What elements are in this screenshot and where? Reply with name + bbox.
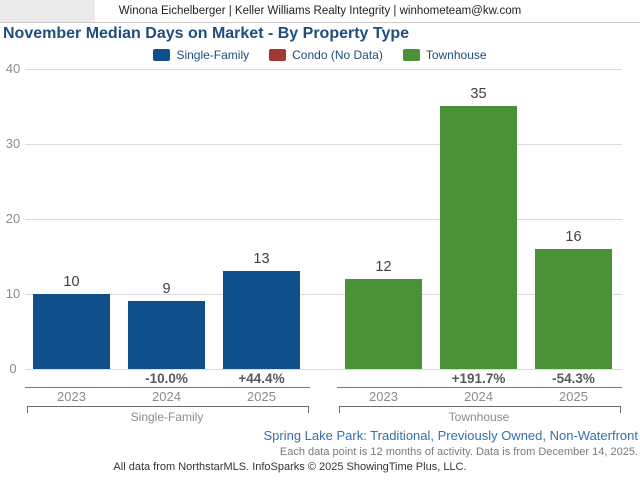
legend-swatch-icon <box>269 48 287 61</box>
x-axis-year-label: 2023 <box>57 389 86 404</box>
bar-value-label: 16 <box>565 228 582 245</box>
gridline-20 <box>25 218 622 220</box>
bar-value-label: 10 <box>63 273 80 290</box>
group-bracket-single-family <box>27 406 309 413</box>
bar-value-label: 12 <box>375 258 392 275</box>
group-label-townhouse: Townhouse <box>448 410 510 424</box>
bar-value-label: 13 <box>253 251 270 267</box>
legend-item: Condo (No Data) <box>269 48 383 62</box>
pct-change-label: +191.7% <box>451 371 506 386</box>
x-axis-year-label: 2025 <box>247 389 276 404</box>
chart-title: November Median Days on Market - By Prop… <box>3 25 410 42</box>
filter-description: Spring Lake Park: Traditional, Previousl… <box>263 428 638 443</box>
logo-placeholder <box>0 0 95 22</box>
bar-value-label: 9 <box>162 281 171 297</box>
bar-townhouse-2024 <box>440 106 517 369</box>
x-axis-year-label: 2024 <box>152 389 181 404</box>
legend-item: Single-Family <box>153 48 249 62</box>
header-bar: Winona Eichelberger | Keller Williams Re… <box>0 0 640 23</box>
y-axis-tick-label: 40 <box>5 60 21 76</box>
bar-single-family-2023 <box>33 293 110 369</box>
bar-single-family-2025 <box>223 271 300 369</box>
group-bracket-townhouse <box>339 406 621 413</box>
bar-townhouse-2023 <box>345 278 422 369</box>
gridline-30 <box>25 143 622 145</box>
attribution-line: All data from NorthstarMLS. InfoSparks ©… <box>113 461 467 473</box>
legend-item: Townhouse <box>402 47 487 62</box>
pct-change-label: -10.0% <box>145 371 188 386</box>
legend-label: Single-Family <box>176 47 250 62</box>
pct-change-label: -54.3% <box>552 371 595 386</box>
group-label-single-family: Single-Family <box>130 410 204 424</box>
gridline-0 <box>25 368 622 370</box>
gridline-40 <box>25 68 622 70</box>
x-axis-year-label: 2025 <box>559 389 588 404</box>
x-axis-line-townhouse <box>337 386 622 388</box>
y-axis-tick-label: 10 <box>5 285 21 301</box>
x-axis-year-label: 2024 <box>464 389 493 404</box>
legend-swatch-icon <box>153 48 171 61</box>
header-contact-line: Winona Eichelberger | Keller Williams Re… <box>118 5 522 17</box>
bar-value-label: 35 <box>470 86 487 102</box>
legend-label: Townhouse <box>425 47 487 62</box>
legend-swatch-icon <box>402 48 420 61</box>
x-axis-line-single-family <box>25 386 310 388</box>
bar-townhouse-2025 <box>535 248 612 369</box>
bar-single-family-2024 <box>128 301 205 369</box>
legend-label: Condo (No Data) <box>292 47 383 62</box>
data-note: Each data point is 12 months of activity… <box>279 446 638 458</box>
x-axis-year-label: 2023 <box>369 389 398 404</box>
y-axis-tick-label: 0 <box>9 360 17 376</box>
y-axis-tick-label: 30 <box>5 135 21 151</box>
chart-legend: Single-Family Condo (No Data) Townhouse <box>0 46 640 63</box>
y-axis-tick-label: 20 <box>5 210 21 226</box>
pct-change-label: +44.4% <box>238 371 285 386</box>
gridline-10 <box>25 293 622 295</box>
